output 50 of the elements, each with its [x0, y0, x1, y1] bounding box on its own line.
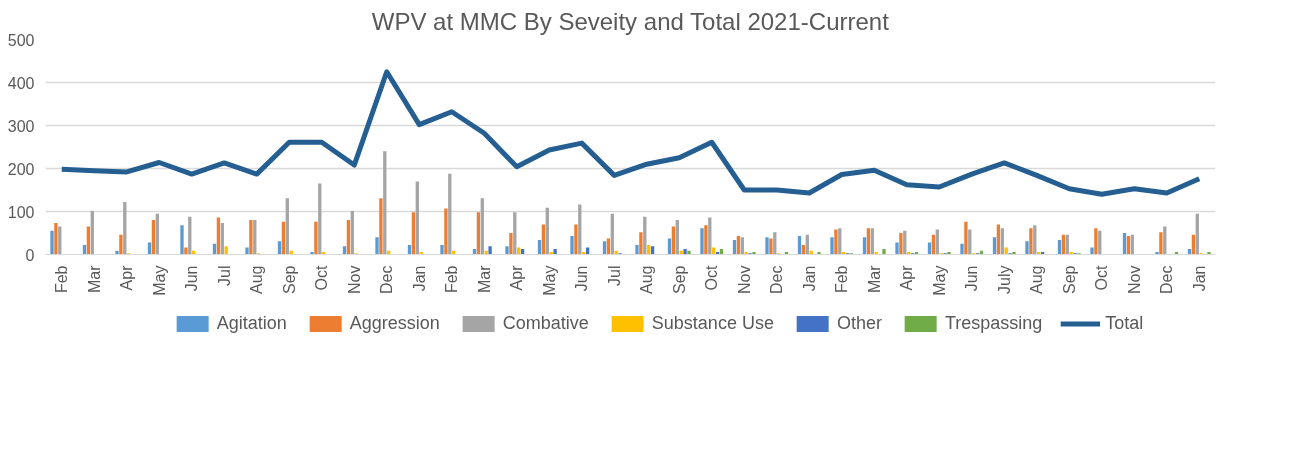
- x-tick-label: Dec: [1158, 265, 1176, 294]
- x-tick-label: Sep: [670, 265, 688, 294]
- x-tick-label: Sep: [280, 265, 298, 294]
- chart-title: WPV at MMC By Seveity and Total 2021-Current: [371, 7, 890, 35]
- legend-label: Other: [836, 312, 882, 334]
- x-tick-label: Feb: [443, 265, 461, 294]
- x-tick-label: Apr: [898, 264, 916, 291]
- x-tick-label: May: [540, 265, 558, 296]
- y-tick-label: 0: [25, 246, 35, 264]
- x-tick-label: Aug: [1028, 265, 1046, 294]
- x-tick-label: Jul: [605, 265, 623, 286]
- x-tick-label: Oct: [1093, 264, 1111, 291]
- legend-label: Substance Use: [651, 312, 774, 334]
- y-tick-label: 400: [7, 74, 35, 92]
- x-tick-label: Jan: [1190, 265, 1208, 292]
- x-tick-label: Dec: [378, 265, 396, 294]
- legend-label: Aggression: [349, 312, 440, 334]
- x-tick-label: Jan: [800, 265, 818, 292]
- y-tick-label: 500: [7, 31, 35, 49]
- x-tick-label: July: [995, 265, 1013, 294]
- y-tick-label: 100: [7, 203, 35, 221]
- x-tick-label: Apr: [118, 264, 136, 291]
- x-tick-label: Feb: [53, 265, 71, 294]
- x-tick-label: Oct: [313, 264, 331, 291]
- x-tick-label: May: [150, 265, 168, 296]
- x-tick-label: Jul: [215, 265, 233, 286]
- legend-label: Trespassing: [944, 312, 1043, 334]
- y-tick-label: 300: [7, 117, 35, 135]
- x-tick-label: Nov: [735, 265, 753, 294]
- x-tick-label: Jun: [963, 265, 981, 292]
- x-tick-label: Mar: [475, 264, 493, 294]
- x-tick-label: Dec: [768, 265, 786, 294]
- x-tick-label: Feb: [833, 265, 851, 294]
- y-tick-label: 200: [7, 160, 35, 178]
- x-tick-label: Apr: [508, 264, 526, 291]
- x-tick-label: Oct: [703, 264, 721, 291]
- legend-label: Combative: [502, 312, 589, 334]
- x-tick-label: Aug: [638, 265, 656, 294]
- x-tick-label: May: [930, 265, 948, 296]
- x-tick-label: Nov: [345, 265, 363, 294]
- x-tick-label: Jan: [410, 265, 428, 292]
- x-tick-label: Jun: [183, 265, 201, 292]
- x-tick-label: Aug: [248, 265, 266, 294]
- x-tick-label: Mar: [865, 264, 883, 294]
- x-tick-label: Jun: [573, 265, 591, 292]
- x-tick-label: Mar: [85, 264, 103, 294]
- x-tick-label: Nov: [1125, 265, 1143, 294]
- legend-label: Agitation: [216, 312, 287, 334]
- legend-label: Total: [1105, 312, 1144, 334]
- x-tick-label: Sep: [1060, 265, 1078, 294]
